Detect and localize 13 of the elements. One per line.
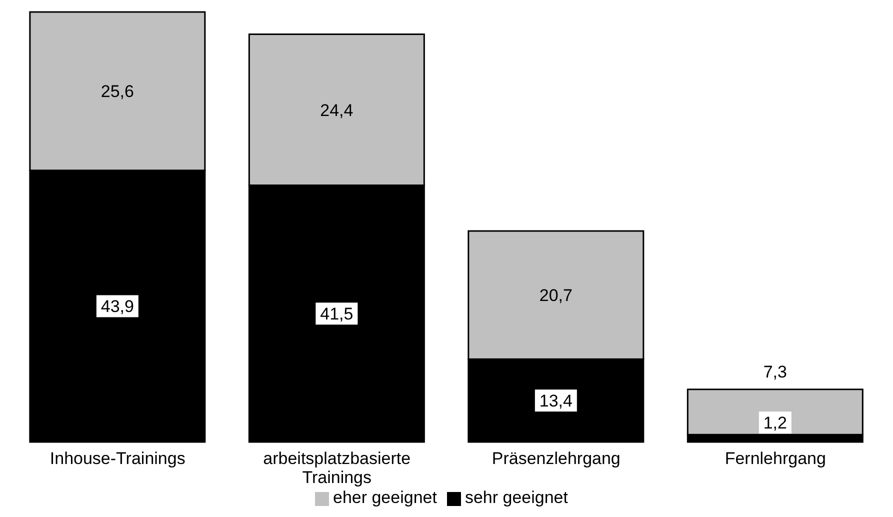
data-label: 7,3 — [763, 362, 787, 382]
data-label: 41,5 — [320, 304, 354, 324]
legend-label: eher geeignet — [332, 488, 437, 507]
x-tick-label: Inhouse-Trainings — [50, 449, 186, 468]
data-label: 20,7 — [539, 286, 572, 306]
data-label: 1,2 — [763, 414, 787, 433]
legend-label: sehr geeignet — [464, 488, 568, 507]
data-label: 24,4 — [320, 100, 354, 120]
data-label: 25,6 — [100, 82, 134, 102]
data-label: 43,9 — [100, 297, 134, 316]
data-label: 13,4 — [539, 392, 572, 411]
x-tick-label: Fernlehrgang — [724, 449, 826, 468]
x-tick-label: Präsenzlehrgang — [492, 449, 620, 468]
